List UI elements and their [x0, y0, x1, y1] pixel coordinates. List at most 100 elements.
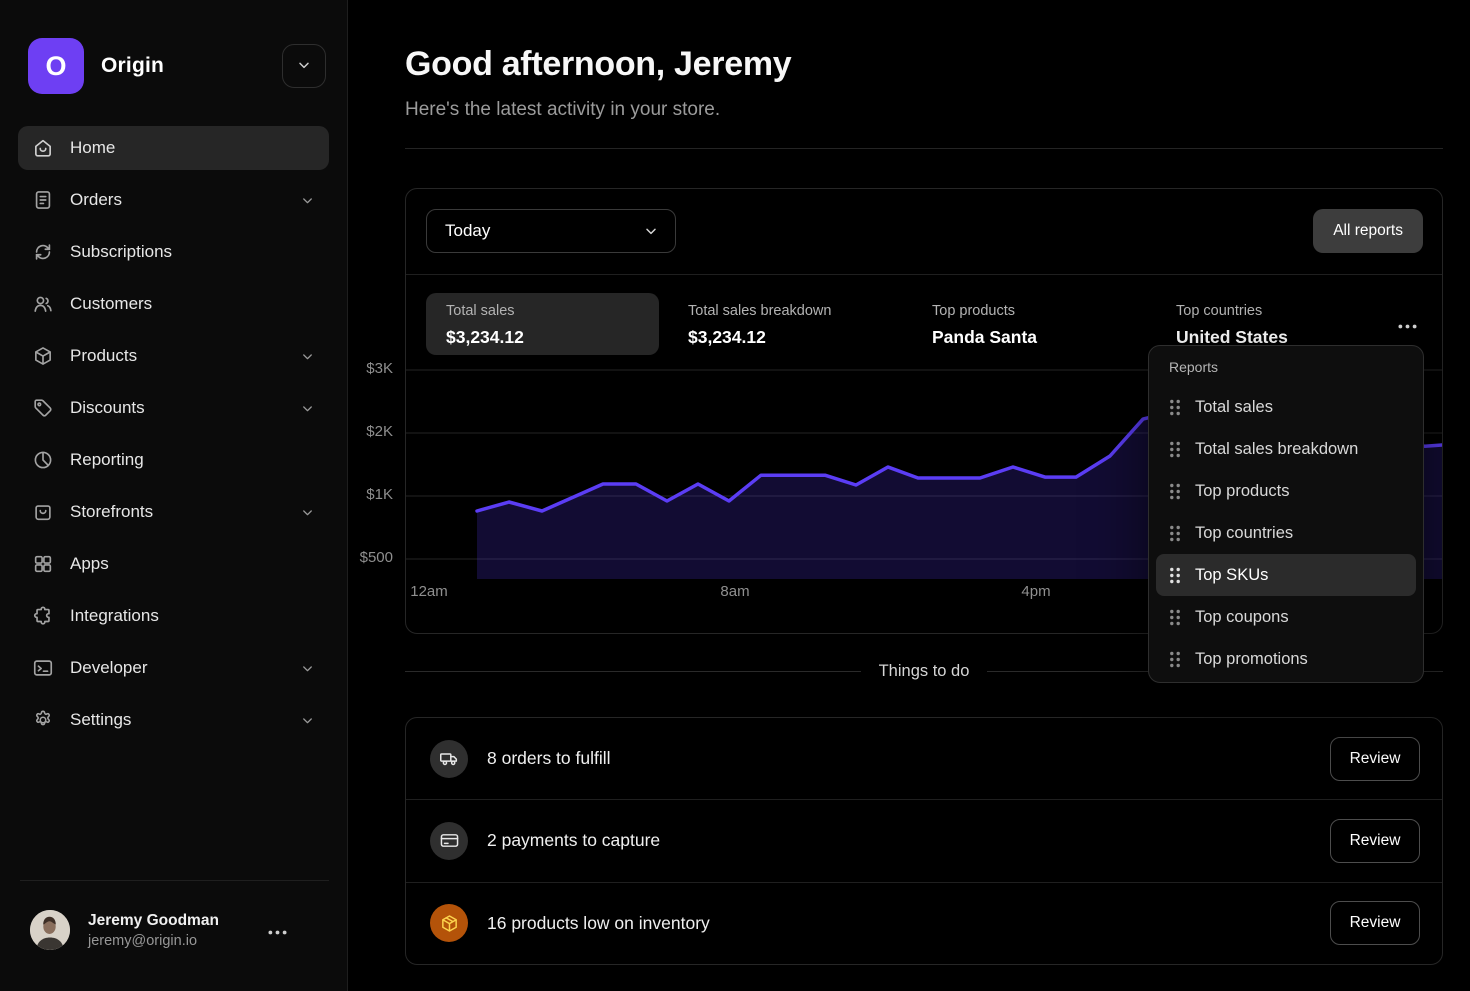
menu-item-label: Top coupons: [1195, 607, 1289, 626]
sidebar-item-orders[interactable]: Orders: [18, 178, 329, 222]
x-axis-label: 12am: [410, 583, 448, 600]
x-axis-label: 8am: [720, 583, 750, 600]
divider: [405, 148, 1443, 149]
origin-logo: O: [28, 38, 84, 94]
sidebar-item-label: Orders: [70, 190, 122, 209]
review-orders-button[interactable]: Review: [1330, 736, 1420, 781]
main-content: Good afternoon, Jeremy Here's the latest…: [348, 0, 1470, 991]
settings-icon: [32, 709, 54, 731]
sidebar-item-storefronts[interactable]: Storefronts: [18, 490, 329, 534]
drag-handle-icon[interactable]: [1169, 525, 1181, 542]
ellipsis-icon: [268, 923, 287, 938]
stat-value: $3,234.12: [446, 327, 524, 347]
divider: [406, 274, 1442, 275]
sidebar-item-developer[interactable]: Developer: [18, 646, 329, 690]
reporting-icon: [32, 449, 54, 471]
menu-item-top-countries[interactable]: Top countries: [1156, 512, 1416, 554]
customers-icon: [32, 293, 54, 315]
stat-top-products[interactable]: Top products Panda Santa: [932, 293, 1037, 355]
sidebar-item-label: Customers: [70, 294, 153, 313]
sidebar-item-label: Integrations: [70, 606, 159, 625]
reports-menu-title: Reports: [1169, 359, 1219, 375]
menu-item-label: Top countries: [1195, 523, 1294, 542]
all-reports-button[interactable]: All reports: [1313, 209, 1423, 253]
drag-handle-icon[interactable]: [1169, 441, 1181, 458]
menu-item-label: Top products: [1195, 481, 1290, 500]
menu-item-label: Total sales: [1195, 397, 1273, 416]
page-subtitle: Here's the latest activity in your store…: [405, 99, 721, 120]
menu-item-top-skus[interactable]: Top SKUs: [1156, 554, 1416, 596]
menu-item-top-coupons[interactable]: Top coupons: [1156, 596, 1416, 638]
menu-item-label: Top promotions: [1195, 649, 1308, 668]
reports-menu-button[interactable]: [1394, 313, 1421, 336]
stat-label: Top products: [932, 303, 1016, 319]
home-icon: [32, 137, 54, 159]
sidebar-item-integrations[interactable]: Integrations: [18, 594, 329, 638]
sidebar: O Origin Home Orders Subscriptions: [0, 0, 348, 991]
subscriptions-icon: [32, 241, 54, 263]
sidebar-item-subscriptions[interactable]: Subscriptions: [18, 230, 329, 274]
sidebar-item-settings[interactable]: Settings: [18, 698, 329, 742]
sidebar-item-label: Reporting: [70, 450, 144, 469]
sidebar-item-products[interactable]: Products: [18, 334, 329, 378]
task-row-orders-to-fulfill[interactable]: 8 orders to fulfill Review: [406, 718, 1442, 799]
menu-item-top-products[interactable]: Top products: [1156, 470, 1416, 512]
chevron-down-icon: [296, 57, 312, 76]
chevron-down-icon: [300, 713, 315, 728]
menu-item-total-sales[interactable]: Total sales: [1156, 386, 1416, 428]
products-icon: [32, 345, 54, 367]
task-label: 16 products low on inventory: [487, 912, 710, 933]
menu-item-label: Top SKUs: [1195, 565, 1269, 584]
reports-dropdown-menu: Reports Total sales Total sales breakdow…: [1148, 345, 1424, 683]
period-select[interactable]: Today: [426, 209, 676, 253]
menu-item-top-promotions[interactable]: Top promotions: [1156, 638, 1416, 680]
sidebar-item-label: Products: [70, 346, 138, 365]
discounts-icon: [32, 397, 54, 419]
stat-top-countries[interactable]: Top countries United States: [1176, 293, 1288, 355]
orders-icon: [32, 189, 54, 211]
drag-handle-icon[interactable]: [1169, 483, 1181, 500]
things-to-do-list: 8 orders to fulfill Review 2 payments to…: [405, 717, 1443, 965]
apps-icon: [32, 553, 54, 575]
brand-name: Origin: [101, 54, 165, 77]
sidebar-item-apps[interactable]: Apps: [18, 542, 329, 586]
review-payments-button[interactable]: Review: [1330, 818, 1420, 863]
y-axis-label: $1K: [366, 486, 393, 503]
stat-label: Top countries: [1176, 303, 1263, 319]
credit-card-icon: [430, 821, 468, 860]
page-title: Good afternoon, Jeremy: [405, 45, 792, 83]
user-menu-button[interactable]: [262, 917, 293, 944]
sidebar-item-label: Settings: [70, 710, 132, 729]
sidebar-item-home[interactable]: Home: [18, 126, 329, 170]
menu-item-label: Total sales breakdown: [1195, 439, 1359, 458]
chevron-down-icon: [300, 401, 315, 416]
sidebar-nav: Home Orders Subscriptions Customers Prod…: [18, 126, 329, 742]
period-select-value: Today: [445, 221, 491, 240]
stat-value: United States: [1176, 327, 1288, 347]
drag-handle-icon[interactable]: [1169, 609, 1181, 626]
workspace-switcher-button[interactable]: [282, 44, 326, 88]
review-inventory-button[interactable]: Review: [1330, 901, 1420, 946]
logo-letter: O: [45, 50, 67, 81]
divider: [20, 880, 329, 881]
sidebar-item-customers[interactable]: Customers: [18, 282, 329, 326]
task-label: 2 payments to capture: [487, 830, 661, 851]
stat-label: Total sales: [446, 303, 515, 319]
task-row-low-inventory[interactable]: 16 products low on inventory Review: [406, 881, 1442, 964]
stat-value: $3,234.12: [688, 327, 766, 347]
avatar: [30, 910, 70, 950]
stat-total-sales-breakdown[interactable]: Total sales breakdown $3,234.12: [688, 293, 831, 355]
stat-total-sales[interactable]: Total sales $3,234.12: [426, 293, 659, 355]
task-row-payments-to-capture[interactable]: 2 payments to capture Review: [406, 799, 1442, 881]
menu-item-total-sales-breakdown[interactable]: Total sales breakdown: [1156, 428, 1416, 470]
sidebar-item-label: Storefronts: [70, 502, 154, 521]
sidebar-item-reporting[interactable]: Reporting: [18, 438, 329, 482]
user-profile[interactable]: Jeremy Goodman jeremy@origin.io: [20, 881, 329, 991]
drag-handle-icon[interactable]: [1169, 399, 1181, 416]
chevron-down-icon: [643, 223, 659, 239]
sidebar-item-discounts[interactable]: Discounts: [18, 386, 329, 430]
integrations-icon: [32, 605, 54, 627]
drag-handle-icon[interactable]: [1169, 567, 1181, 584]
ellipsis-icon: [1398, 317, 1417, 332]
drag-handle-icon[interactable]: [1169, 651, 1181, 668]
